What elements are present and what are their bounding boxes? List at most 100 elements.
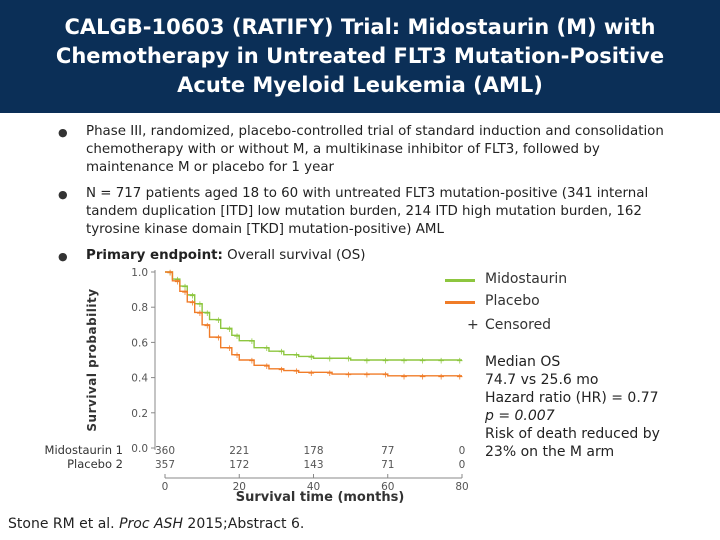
- risk-table-value: 172: [229, 459, 249, 471]
- risk-table-value: 0: [459, 459, 466, 471]
- censor-mark: +: [204, 321, 212, 331]
- stats-line: 74.7 vs 25.6 mo: [485, 372, 599, 388]
- censor-mark: +: [345, 371, 353, 381]
- bullet-list: ● Phase III, randomized, placebo-control…: [58, 123, 678, 273]
- slide-header: CALGB-10603 (RATIFY) Trial: Midostaurin …: [0, 0, 720, 113]
- censor-mark: +: [189, 291, 197, 301]
- y-tick-label: 0.8: [131, 302, 148, 314]
- censor-mark: +: [307, 353, 315, 363]
- stats-panel: Median OS 74.7 vs 25.6 mo Hazard ratio (…: [485, 353, 660, 461]
- bullet-icon: ●: [58, 250, 68, 263]
- censor-mark: +: [326, 369, 334, 379]
- risk-table-value: 360: [155, 445, 175, 457]
- risk-row-label-placebo: Placebo 2: [67, 457, 123, 471]
- censor-mark: +: [204, 309, 212, 319]
- censored-icon: +: [467, 317, 479, 333]
- risk-table-value: 143: [303, 459, 323, 471]
- bullet-text: N = 717 patients aged 18 to 60 with untr…: [86, 186, 649, 237]
- censor-mark: +: [166, 269, 174, 279]
- y-tick-label: 0.4: [131, 373, 148, 385]
- citation-journal: Proc ASH: [119, 516, 183, 532]
- x-tick-label: 0: [162, 481, 169, 493]
- stats-line: p = 0.007: [485, 408, 555, 424]
- censor-mark: +: [233, 332, 241, 342]
- citation-authors: Stone RM et al.: [8, 516, 120, 532]
- bullet-icon: ●: [58, 126, 68, 139]
- bullet-text: Phase III, randomized, placebo-controlle…: [86, 124, 664, 175]
- bullet-item: ● Primary endpoint: Overall survival (OS…: [58, 247, 678, 265]
- censor-mark: +: [382, 357, 390, 367]
- slide-title: CALGB-10603 (RATIFY) Trial: Midostaurin …: [55, 15, 665, 97]
- x-tick-label: 40: [307, 481, 320, 493]
- bullet-icon: ●: [58, 188, 68, 201]
- censor-mark: +: [326, 355, 334, 365]
- censor-mark: +: [456, 372, 464, 382]
- censor-mark: +: [215, 316, 223, 326]
- censor-mark: +: [293, 367, 301, 377]
- legend-label: Censored: [485, 317, 552, 333]
- censor-mark: +: [293, 351, 301, 361]
- censor-mark: +: [382, 371, 390, 381]
- stats-line: Median OS: [485, 354, 561, 370]
- censor-mark: +: [248, 357, 256, 367]
- bullet-text: Overall survival (OS): [222, 248, 366, 263]
- censor-mark: +: [181, 288, 189, 298]
- censor-mark: +: [419, 372, 427, 382]
- censor-mark: +: [437, 372, 445, 382]
- censor-mark: +: [363, 357, 371, 367]
- x-tick-label: 80: [455, 481, 468, 493]
- censor-mark: +: [174, 277, 182, 287]
- risk-table-value: 71: [381, 459, 394, 471]
- censor-mark: +: [400, 372, 408, 382]
- legend-label: Placebo: [485, 293, 540, 309]
- censor-mark: +: [233, 351, 241, 361]
- censor-mark: +: [456, 357, 464, 367]
- censor-mark: +: [263, 344, 271, 354]
- censor-mark: +: [437, 357, 445, 367]
- series-line-placebo: [165, 271, 462, 377]
- censor-mark: +: [215, 334, 223, 344]
- stats-line: Hazard ratio (HR) = 0.77: [485, 390, 659, 406]
- censor-mark: +: [248, 337, 256, 347]
- legend-swatch: [445, 279, 475, 282]
- risk-table-value: 221: [229, 445, 249, 457]
- citation-rest: 2015;Abstract 6.: [182, 516, 305, 532]
- legend-swatch: [445, 301, 475, 304]
- x-tick-label: 20: [233, 481, 246, 493]
- series-line-midostaurin: [165, 271, 462, 361]
- censor-mark: +: [345, 355, 353, 365]
- censor-mark: +: [263, 362, 271, 372]
- bullet-bold: Primary endpoint:: [86, 248, 223, 263]
- y-tick-label: 0.6: [131, 337, 148, 349]
- legend-label: Midostaurin: [485, 271, 568, 287]
- censor-mark: +: [363, 371, 371, 381]
- bullet-item: ● Phase III, randomized, placebo-control…: [58, 123, 678, 177]
- x-tick-label: 60: [381, 481, 394, 493]
- stats-line: 23% on the M arm: [485, 444, 615, 460]
- bullet-item: ● N = 717 patients aged 18 to 60 with un…: [58, 185, 678, 239]
- censor-mark: +: [419, 357, 427, 367]
- y-tick-label: 1.0: [131, 267, 148, 279]
- censor-mark: +: [189, 298, 197, 308]
- y-tick-label: 0.2: [131, 408, 148, 420]
- censor-mark: +: [400, 357, 408, 367]
- censor-mark: +: [196, 300, 204, 310]
- censor-mark: +: [307, 369, 315, 379]
- risk-table-value: 0: [459, 445, 466, 457]
- y-tick-label: 0.0: [131, 443, 148, 455]
- censor-mark: +: [181, 283, 189, 293]
- censor-mark: +: [226, 325, 234, 335]
- censor-mark: +: [278, 365, 286, 375]
- x-axis-label: Survival time (months): [235, 490, 405, 505]
- censor-mark: +: [166, 269, 174, 279]
- risk-table-value: 357: [155, 459, 175, 471]
- risk-table-value: 77: [381, 445, 394, 457]
- risk-table-value: 178: [303, 445, 323, 457]
- censor-mark: +: [226, 344, 234, 354]
- stats-line: Risk of death reduced by: [485, 426, 660, 442]
- censor-mark: +: [278, 348, 286, 358]
- risk-row-label-midostaurin: Midostaurin 1: [44, 443, 123, 457]
- censor-mark: +: [196, 309, 204, 319]
- citation: Stone RM et al. Proc ASH 2015;Abstract 6…: [8, 516, 304, 532]
